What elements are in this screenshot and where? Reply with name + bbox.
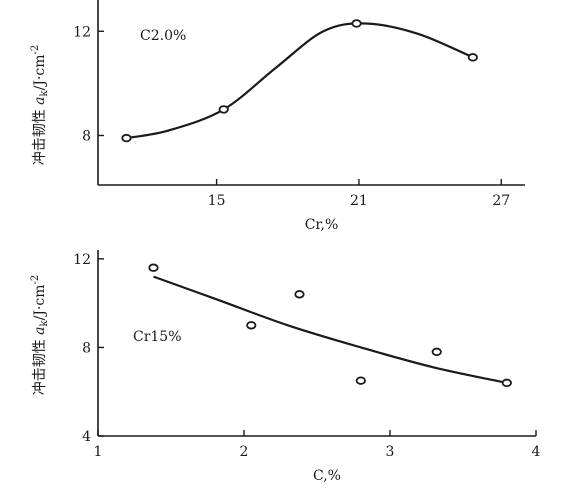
top-y-tick-label: 12 <box>73 24 91 40</box>
bottom-data-point <box>294 290 305 299</box>
top-y-tick-label: 8 <box>82 128 91 144</box>
bottom-x-axis-label: C,% <box>313 468 341 484</box>
bottom-x-tick-label: 3 <box>386 444 395 460</box>
bottom-data-point <box>148 263 159 272</box>
top-data-point <box>467 53 478 62</box>
bottom-x-tick-label: 1 <box>94 444 103 460</box>
top-series-line <box>126 22 474 140</box>
bottom-y-tick-label: 12 <box>73 252 91 268</box>
top-x-tick-label: 21 <box>350 193 368 209</box>
top-annotation: C2.0% <box>140 28 186 44</box>
bottom-annotation: Cr15% <box>133 329 182 345</box>
bottom-series-line <box>153 275 508 384</box>
top-data-point <box>121 133 132 143</box>
bottom-data-point <box>246 321 257 330</box>
top-y-axis-label: 冲击韧性 ak/J·cm-2 <box>30 45 50 166</box>
bottom-x-tick-label: 4 <box>532 444 541 460</box>
bottom-y-axis-label: 冲击韧性 ak/J·cm-2 <box>30 275 50 396</box>
top-x-tick-label: 27 <box>492 193 510 209</box>
bottom-data-point <box>501 378 512 388</box>
top-data-point <box>351 19 362 28</box>
top-x-axis-label: Cr,% <box>305 217 339 233</box>
bottom-data-point <box>355 376 366 385</box>
top-chart: 15 21 27 8 12 Cr,% 冲击韧性 ak/J·cm-2 C2.0% <box>30 0 525 233</box>
bottom-y-tick-label: 8 <box>82 340 91 356</box>
bottom-y-tick-label: 4 <box>82 429 91 445</box>
bottom-data-point <box>431 347 442 357</box>
top-x-tick-label: 15 <box>208 193 226 209</box>
bottom-x-tick-label: 2 <box>240 444 249 460</box>
top-data-point <box>218 105 229 114</box>
